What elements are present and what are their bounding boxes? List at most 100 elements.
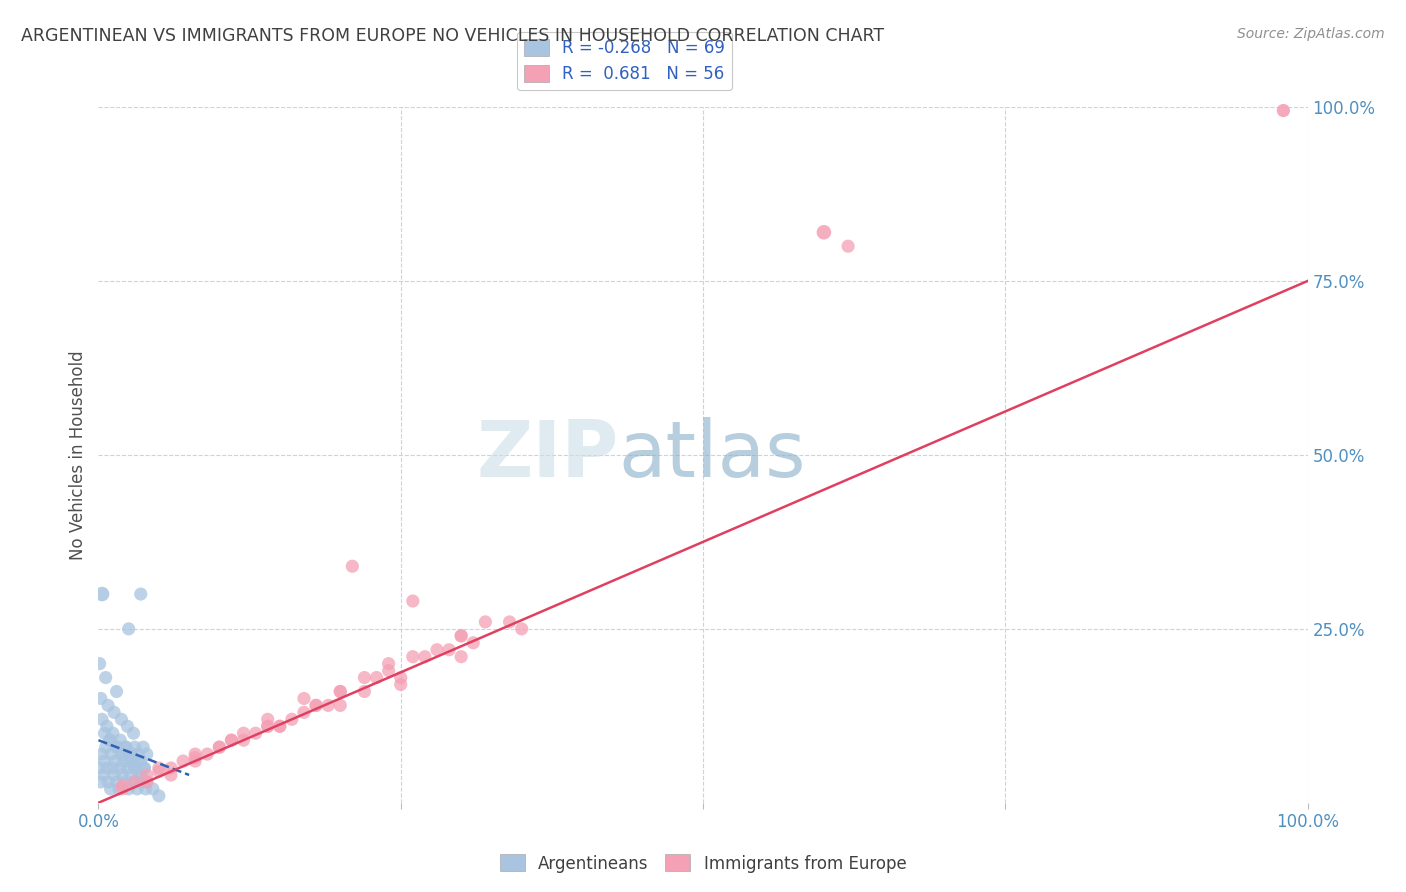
- Point: [105, 775, 128, 789]
- Point: [269, 719, 291, 733]
- Point: [402, 594, 425, 608]
- Point: [221, 733, 243, 747]
- Point: [91, 768, 114, 782]
- Point: [121, 747, 143, 761]
- Point: [98, 733, 121, 747]
- Point: [100, 733, 122, 747]
- Point: [1272, 103, 1295, 118]
- Point: [118, 754, 141, 768]
- Point: [463, 636, 485, 650]
- Point: [112, 754, 135, 768]
- Point: [111, 747, 134, 761]
- Point: [111, 768, 134, 782]
- Point: [366, 671, 388, 685]
- Point: [148, 761, 170, 775]
- Point: [97, 775, 120, 789]
- Point: [93, 726, 115, 740]
- Point: [107, 740, 129, 755]
- Point: [377, 657, 399, 671]
- Point: [94, 740, 117, 755]
- Point: [256, 712, 278, 726]
- Point: [195, 747, 218, 761]
- Point: [450, 649, 472, 664]
- Point: [305, 698, 328, 713]
- Point: [269, 719, 291, 733]
- Y-axis label: No Vehicles in Household: No Vehicles in Household: [69, 350, 87, 560]
- Point: [256, 719, 278, 733]
- Point: [103, 768, 125, 782]
- Point: [245, 726, 267, 740]
- Point: [108, 781, 131, 796]
- Point: [120, 768, 142, 782]
- Point: [135, 775, 157, 789]
- Point: [450, 629, 472, 643]
- Point: [426, 642, 449, 657]
- Point: [134, 761, 156, 775]
- Point: [118, 747, 141, 761]
- Point: [108, 761, 131, 775]
- Point: [118, 622, 141, 636]
- Point: [160, 761, 183, 775]
- Point: [100, 747, 122, 761]
- Point: [103, 706, 125, 720]
- Point: [127, 754, 149, 768]
- Point: [124, 775, 146, 789]
- Point: [90, 691, 112, 706]
- Point: [105, 684, 128, 698]
- Point: [148, 764, 170, 779]
- Point: [342, 559, 364, 574]
- Point: [353, 671, 375, 685]
- Point: [131, 775, 153, 789]
- Point: [402, 649, 425, 664]
- Point: [114, 740, 136, 755]
- Point: [129, 587, 152, 601]
- Point: [389, 671, 412, 685]
- Point: [172, 754, 194, 768]
- Point: [450, 629, 472, 643]
- Point: [91, 587, 114, 601]
- Text: ZIP: ZIP: [477, 417, 619, 493]
- Point: [316, 698, 339, 713]
- Point: [232, 726, 254, 740]
- Point: [111, 781, 134, 796]
- Point: [105, 740, 128, 755]
- Point: [122, 775, 145, 789]
- Point: [148, 789, 170, 803]
- Text: ARGENTINEAN VS IMMIGRANTS FROM EUROPE NO VEHICLES IN HOUSEHOLD CORRELATION CHART: ARGENTINEAN VS IMMIGRANTS FROM EUROPE NO…: [21, 27, 884, 45]
- Point: [135, 781, 157, 796]
- Point: [221, 733, 243, 747]
- Point: [97, 698, 120, 713]
- Point: [91, 712, 114, 726]
- Point: [813, 225, 835, 239]
- Point: [256, 719, 278, 733]
- Point: [115, 740, 138, 755]
- Point: [160, 768, 183, 782]
- Point: [100, 781, 122, 796]
- Point: [281, 712, 304, 726]
- Point: [329, 698, 352, 713]
- Point: [96, 719, 118, 733]
- Point: [292, 706, 315, 720]
- Point: [110, 712, 132, 726]
- Point: [124, 761, 146, 775]
- Point: [184, 747, 207, 761]
- Point: [135, 747, 157, 761]
- Text: atlas: atlas: [619, 417, 806, 493]
- Point: [121, 754, 143, 768]
- Legend: R = -0.268   N = 69, R =  0.681   N = 56: R = -0.268 N = 69, R = 0.681 N = 56: [517, 32, 731, 90]
- Text: Source: ZipAtlas.com: Source: ZipAtlas.com: [1237, 27, 1385, 41]
- Point: [305, 698, 328, 713]
- Point: [117, 719, 139, 733]
- Point: [135, 775, 157, 789]
- Point: [101, 761, 124, 775]
- Point: [89, 657, 111, 671]
- Point: [232, 733, 254, 747]
- Point: [184, 750, 207, 764]
- Point: [135, 768, 157, 782]
- Point: [208, 740, 231, 755]
- Point: [96, 761, 118, 775]
- Point: [124, 740, 146, 755]
- Point: [104, 754, 127, 768]
- Point: [292, 691, 315, 706]
- Point: [93, 754, 115, 768]
